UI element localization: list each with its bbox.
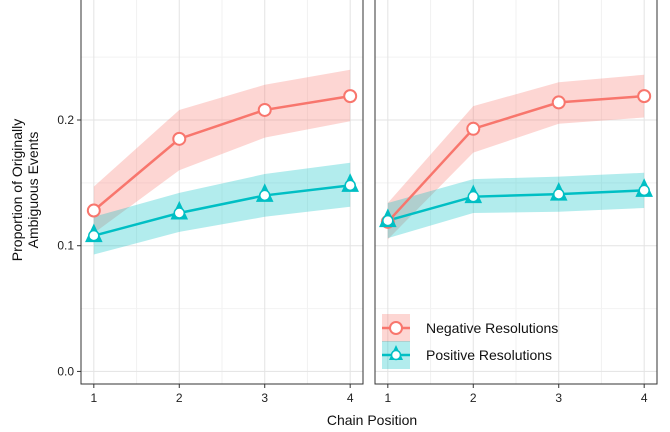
axes-layer: 1 2 3 4 1 2 3 4 0.0 0.1 0.2 0.3 [57, 0, 648, 405]
x-tick-label: 1 [90, 391, 97, 405]
x-tick-label: 4 [347, 391, 354, 405]
x-tick-label: 3 [555, 391, 562, 405]
negative-confidence-band [387, 74, 645, 240]
positive-confidence-band [387, 172, 645, 239]
panel-1 [80, 0, 364, 385]
x-axis-title: Chain Position [327, 412, 417, 428]
legend-label: Negative Resolutions [426, 320, 558, 336]
panel-border [80, 0, 364, 385]
positive-data-point [464, 184, 483, 204]
y-tick-label: 0.0 [57, 364, 74, 378]
circle-marker [173, 207, 186, 219]
positive-data-point [170, 200, 189, 220]
x-tick-label: 2 [470, 391, 477, 405]
negative-data-point [172, 131, 187, 146]
legend-circle-icon [389, 321, 403, 335]
positive-data-point [341, 173, 359, 192]
positive-data-point [255, 183, 274, 202]
circle-marker [88, 229, 100, 242]
panel-2 [374, 0, 658, 385]
y-axis-title-line-1: Proportion of Originally [9, 119, 25, 261]
x-tick-label: 3 [261, 391, 268, 405]
circle-marker [638, 184, 650, 197]
y-axis-title-line-2: Ambiguous Events [25, 132, 41, 249]
y-tick-label: 0.3 [57, 0, 74, 1]
y-tick-label: 0.2 [57, 113, 74, 127]
negative-confidence-band [93, 69, 351, 234]
positive-series-line [93, 184, 351, 237]
positive-confidence-band [93, 162, 351, 255]
positive-data-point [635, 178, 653, 197]
gridlines [81, 0, 363, 384]
panels-layer [80, 0, 658, 385]
x-tick-label: 2 [176, 391, 183, 405]
negative-data-point [466, 121, 481, 136]
negative-data-point [551, 95, 566, 110]
positive-data-point [379, 208, 397, 228]
positive-series-line [387, 189, 645, 222]
circle-marker [467, 190, 480, 203]
x-tick-label: 4 [641, 391, 648, 405]
legend: Negative Resolutions Positive Resolutions [382, 314, 558, 369]
legend-label: Positive Resolutions [426, 347, 552, 363]
y-tick-label: 0.1 [57, 239, 74, 253]
x-tick-label: 1 [384, 391, 391, 405]
negative-data-point [86, 203, 101, 218]
negative-data-point [637, 89, 652, 104]
circle-marker [258, 189, 271, 202]
negative-series-line [386, 94, 645, 223]
positive-data-point [85, 223, 103, 243]
negative-series-line [93, 94, 351, 212]
legend-circle-icon [390, 349, 402, 361]
panel-border [374, 0, 658, 385]
circle-marker [382, 214, 394, 227]
circle-marker [552, 188, 565, 200]
negative-data-point [343, 89, 358, 104]
positive-data-point [549, 181, 568, 201]
circle-marker [344, 179, 356, 192]
negative-data-point [257, 102, 272, 117]
